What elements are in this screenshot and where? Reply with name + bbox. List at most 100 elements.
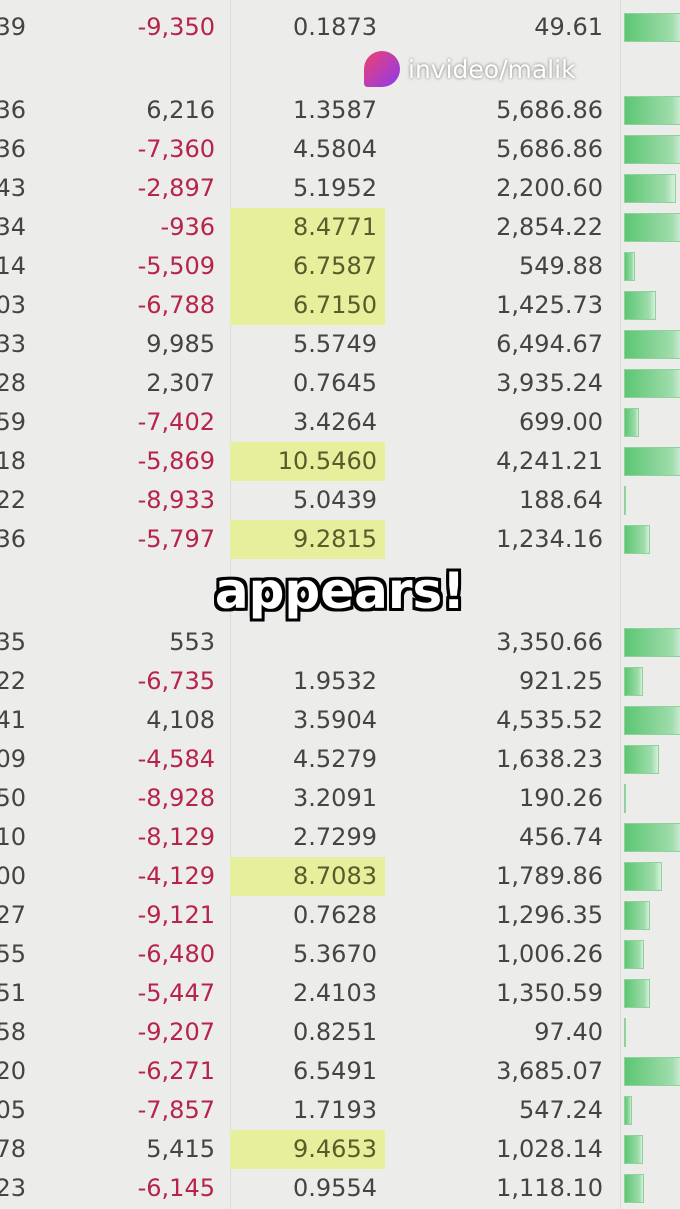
cell-col-b[interactable]: -8,129 bbox=[100, 818, 215, 857]
cell-col-c[interactable]: 9.2815 bbox=[230, 520, 385, 559]
cell-col-c[interactable]: 3.2091 bbox=[230, 779, 385, 818]
cell-col-b[interactable]: -4,584 bbox=[100, 740, 215, 779]
cell-col-b[interactable]: 9,985 bbox=[100, 325, 215, 364]
cell-col-b[interactable]: -2,897 bbox=[100, 169, 215, 208]
cell-col-a[interactable]: 78 bbox=[0, 1130, 26, 1169]
cell-col-b[interactable]: -936 bbox=[100, 208, 215, 247]
cell-col-d[interactable]: 2,200.60 bbox=[440, 169, 603, 208]
cell-col-c[interactable]: 1.7193 bbox=[230, 1091, 385, 1130]
cell-col-a[interactable]: 14 bbox=[0, 247, 26, 286]
cell-col-c[interactable]: 6.7150 bbox=[230, 286, 385, 325]
cell-col-d[interactable]: 456.74 bbox=[440, 818, 603, 857]
cell-col-a[interactable]: 41 bbox=[0, 701, 26, 740]
cell-col-b[interactable]: -7,857 bbox=[100, 1091, 215, 1130]
cell-col-d[interactable]: 3,350.66 bbox=[440, 623, 603, 662]
cell-col-c[interactable]: 4.5804 bbox=[230, 130, 385, 169]
cell-col-a[interactable]: 55 bbox=[0, 935, 26, 974]
cell-col-b[interactable]: -5,447 bbox=[100, 974, 215, 1013]
cell-col-a[interactable]: 34 bbox=[0, 208, 26, 247]
cell-col-c[interactable]: 0.1873 bbox=[230, 8, 385, 47]
cell-col-b[interactable]: -5,797 bbox=[100, 520, 215, 559]
cell-col-b[interactable]: -7,402 bbox=[100, 403, 215, 442]
cell-col-c[interactable]: 8.7083 bbox=[230, 857, 385, 896]
cell-col-b[interactable]: -7,360 bbox=[100, 130, 215, 169]
cell-col-c[interactable]: 5.0439 bbox=[230, 481, 385, 520]
cell-col-d[interactable]: 699.00 bbox=[440, 403, 603, 442]
cell-col-c[interactable]: 3.4264 bbox=[230, 403, 385, 442]
cell-col-b[interactable]: -9,121 bbox=[100, 896, 215, 935]
cell-col-b[interactable]: -9,207 bbox=[100, 1013, 215, 1052]
cell-col-b[interactable]: -6,145 bbox=[100, 1169, 215, 1208]
cell-col-d[interactable]: 1,425.73 bbox=[440, 286, 603, 325]
cell-col-c[interactable]: 0.8251 bbox=[230, 1013, 385, 1052]
cell-col-a[interactable]: 36 bbox=[0, 130, 26, 169]
cell-col-a[interactable]: 23 bbox=[0, 1169, 26, 1208]
cell-col-b[interactable]: 6,216 bbox=[100, 91, 215, 130]
cell-col-a[interactable]: 09 bbox=[0, 740, 26, 779]
cell-col-c[interactable]: 5.3670 bbox=[230, 935, 385, 974]
cell-col-b[interactable]: -5,509 bbox=[100, 247, 215, 286]
cell-col-c[interactable]: 0.9554 bbox=[230, 1169, 385, 1208]
cell-col-b[interactable]: -6,480 bbox=[100, 935, 215, 974]
cell-col-c[interactable]: 10.5460 bbox=[230, 442, 385, 481]
cell-col-c[interactable]: 0.7645 bbox=[230, 364, 385, 403]
cell-col-a[interactable]: 22 bbox=[0, 481, 26, 520]
cell-col-b[interactable]: -4,129 bbox=[100, 857, 215, 896]
cell-col-d[interactable]: 97.40 bbox=[440, 1013, 603, 1052]
cell-col-a[interactable]: 00 bbox=[0, 857, 26, 896]
cell-col-a[interactable]: 18 bbox=[0, 442, 26, 481]
cell-col-c[interactable]: 6.5491 bbox=[230, 1052, 385, 1091]
cell-col-d[interactable]: 3,935.24 bbox=[440, 364, 603, 403]
cell-col-b[interactable]: -6,735 bbox=[100, 662, 215, 701]
cell-col-b[interactable]: -8,933 bbox=[100, 481, 215, 520]
cell-col-a[interactable]: 59 bbox=[0, 403, 26, 442]
cell-col-d[interactable]: 4,535.52 bbox=[440, 701, 603, 740]
cell-col-a[interactable]: 28 bbox=[0, 364, 26, 403]
cell-col-c[interactable]: 2.7299 bbox=[230, 818, 385, 857]
cell-col-c[interactable]: 3.5904 bbox=[230, 701, 385, 740]
cell-col-a[interactable]: 10 bbox=[0, 818, 26, 857]
cell-col-a[interactable]: 35 bbox=[0, 623, 26, 662]
cell-col-d[interactable]: 1,789.86 bbox=[440, 857, 603, 896]
cell-col-d[interactable]: 549.88 bbox=[440, 247, 603, 286]
cell-col-d[interactable]: 4,241.21 bbox=[440, 442, 603, 481]
cell-col-a[interactable]: 27 bbox=[0, 896, 26, 935]
cell-col-a[interactable]: 36 bbox=[0, 520, 26, 559]
cell-col-a[interactable]: 36 bbox=[0, 91, 26, 130]
cell-col-b[interactable]: 4,108 bbox=[100, 701, 215, 740]
cell-col-d[interactable]: 5,686.86 bbox=[440, 130, 603, 169]
cell-col-c[interactable]: 4.5279 bbox=[230, 740, 385, 779]
cell-col-a[interactable]: 58 bbox=[0, 1013, 26, 1052]
cell-col-d[interactable]: 1,234.16 bbox=[440, 520, 603, 559]
cell-col-d[interactable]: 547.24 bbox=[440, 1091, 603, 1130]
cell-col-d[interactable]: 188.64 bbox=[440, 481, 603, 520]
cell-col-d[interactable]: 190.26 bbox=[440, 779, 603, 818]
cell-col-d[interactable]: 1,006.26 bbox=[440, 935, 603, 974]
cell-col-d[interactable]: 1,350.59 bbox=[440, 974, 603, 1013]
cell-col-a[interactable]: 22 bbox=[0, 662, 26, 701]
cell-col-c[interactable]: 9.4653 bbox=[230, 1130, 385, 1169]
cell-col-a[interactable]: 39 bbox=[0, 8, 26, 47]
cell-col-b[interactable]: 5,415 bbox=[100, 1130, 215, 1169]
cell-col-c[interactable]: 5.5749 bbox=[230, 325, 385, 364]
cell-col-d[interactable]: 921.25 bbox=[440, 662, 603, 701]
cell-col-d[interactable]: 49.61 bbox=[440, 8, 603, 47]
cell-col-d[interactable]: 1,638.23 bbox=[440, 740, 603, 779]
cell-col-b[interactable]: -5,869 bbox=[100, 442, 215, 481]
cell-col-b[interactable]: -8,928 bbox=[100, 779, 215, 818]
cell-col-a[interactable]: 03 bbox=[0, 286, 26, 325]
cell-col-d[interactable]: 1,118.10 bbox=[440, 1169, 603, 1208]
cell-col-c[interactable]: 5.1952 bbox=[230, 169, 385, 208]
cell-col-a[interactable]: 20 bbox=[0, 1052, 26, 1091]
cell-col-c[interactable]: 0.7628 bbox=[230, 896, 385, 935]
cell-col-b[interactable]: -6,271 bbox=[100, 1052, 215, 1091]
cell-col-c[interactable]: 8.4771 bbox=[230, 208, 385, 247]
cell-col-c[interactable]: 1.3587 bbox=[230, 91, 385, 130]
cell-col-c[interactable] bbox=[230, 623, 385, 662]
cell-col-d[interactable]: 1,028.14 bbox=[440, 1130, 603, 1169]
cell-col-b[interactable]: 2,307 bbox=[100, 364, 215, 403]
cell-col-d[interactable]: 6,494.67 bbox=[440, 325, 603, 364]
cell-col-a[interactable]: 50 bbox=[0, 779, 26, 818]
cell-col-a[interactable]: 05 bbox=[0, 1091, 26, 1130]
cell-col-b[interactable]: 553 bbox=[100, 623, 215, 662]
